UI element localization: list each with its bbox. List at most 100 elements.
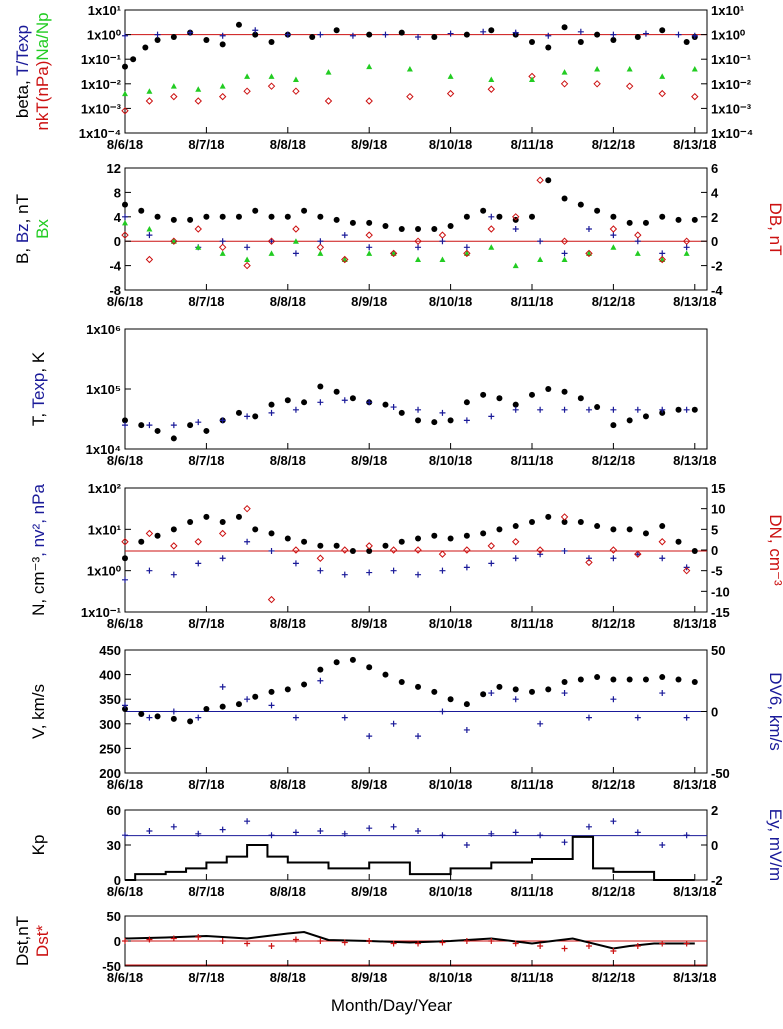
label-part: Bz <box>13 223 32 243</box>
label-part: Na/Np <box>33 12 52 60</box>
data-point <box>691 92 699 101</box>
x-tick-label: 8/9/18 <box>351 777 387 792</box>
x-tick-label: 8/11/18 <box>511 970 554 985</box>
data-point <box>170 542 178 550</box>
data-point <box>267 237 276 245</box>
data-point <box>154 37 161 44</box>
right-tick-label: -10 <box>711 584 730 599</box>
data-point <box>537 943 544 949</box>
x-tick-label: 8/11/18 <box>511 884 554 899</box>
series-1 <box>122 538 690 583</box>
data-point <box>218 92 227 101</box>
x-tick-label: 8/9/18 <box>351 453 387 468</box>
left-tick-label: 300 <box>99 717 121 732</box>
data-point <box>626 417 633 424</box>
data-point <box>292 560 299 567</box>
data-point <box>121 107 129 115</box>
data-point <box>122 576 128 583</box>
label-part: DV6, km/s <box>766 672 783 750</box>
data-point <box>122 832 128 839</box>
data-point <box>122 555 128 562</box>
data-point <box>642 413 649 420</box>
data-point <box>537 832 544 839</box>
x-tick-label: 8/13/18 <box>673 777 716 792</box>
x-tick-label: 8/10/18 <box>429 616 472 631</box>
left-tick-label: 8 <box>114 185 121 200</box>
y-axis-label: T, Texp, K <box>29 351 48 426</box>
data-point <box>122 90 128 97</box>
series-1 <box>122 677 690 740</box>
left-tick-label: 4 <box>114 210 122 225</box>
x-tick-label: 8/10/18 <box>429 137 472 152</box>
data-point <box>577 519 584 526</box>
data-point <box>122 938 128 944</box>
data-point <box>593 80 601 88</box>
x-tick-label: 8/7/18 <box>188 294 224 309</box>
data-point <box>447 535 454 542</box>
data-point <box>642 676 649 683</box>
data-point <box>170 216 177 223</box>
data-point <box>463 564 470 571</box>
data-point <box>170 422 177 429</box>
data-point <box>634 231 642 239</box>
data-point <box>146 226 153 232</box>
data-point <box>691 65 698 72</box>
data-point <box>463 842 470 848</box>
data-point <box>536 176 544 184</box>
data-point <box>243 504 251 513</box>
data-point <box>610 37 617 44</box>
y-axis-label-2: Dst* <box>33 925 52 958</box>
data-point <box>561 690 568 697</box>
data-point <box>447 696 454 703</box>
data-point <box>463 546 471 554</box>
data-point <box>317 666 324 673</box>
data-point <box>512 262 519 269</box>
data-point <box>463 701 470 708</box>
data-point <box>341 939 348 946</box>
x-tick-label: 8/13/18 <box>673 616 716 631</box>
data-point <box>317 542 324 549</box>
y-axis-label: N, cm⁻³, nv², nPa <box>29 484 48 616</box>
right-tick-label: 1x10⁻⁴ <box>711 126 753 141</box>
left-tick-label: 450 <box>99 643 121 658</box>
data-point <box>203 706 210 713</box>
series-3 <box>122 63 698 97</box>
data-point <box>284 213 291 220</box>
series-3 <box>121 176 691 270</box>
data-point <box>292 250 299 257</box>
x-tick-label: 8/11/18 <box>511 616 554 631</box>
data-point <box>683 39 690 46</box>
data-point <box>594 674 601 681</box>
data-point <box>537 406 544 413</box>
data-point <box>268 73 275 79</box>
data-point <box>415 535 422 542</box>
data-point <box>577 676 584 683</box>
series-0 <box>122 656 698 725</box>
data-point <box>609 546 618 554</box>
data-point <box>431 33 438 40</box>
data-point <box>447 30 454 37</box>
data-point <box>634 943 641 949</box>
data-point <box>577 39 584 46</box>
data-point <box>625 82 634 90</box>
data-point <box>659 406 666 413</box>
label-part: Bx <box>33 219 52 239</box>
y-axis-label-2: Bx <box>33 219 52 239</box>
data-point <box>382 31 389 38</box>
data-point <box>252 693 259 700</box>
label-part: Kp <box>29 835 48 856</box>
data-point <box>243 87 251 95</box>
data-point <box>244 413 251 420</box>
data-point <box>488 690 495 697</box>
data-point <box>594 523 601 530</box>
data-point <box>138 207 145 214</box>
data-point <box>512 555 519 562</box>
data-point <box>349 32 356 39</box>
data-point <box>682 566 691 575</box>
data-point <box>415 733 422 740</box>
label-part: V, km/s <box>29 684 48 739</box>
data-point <box>675 216 682 223</box>
y-axis-label: Dst,nT <box>13 916 32 966</box>
data-point <box>170 935 177 942</box>
